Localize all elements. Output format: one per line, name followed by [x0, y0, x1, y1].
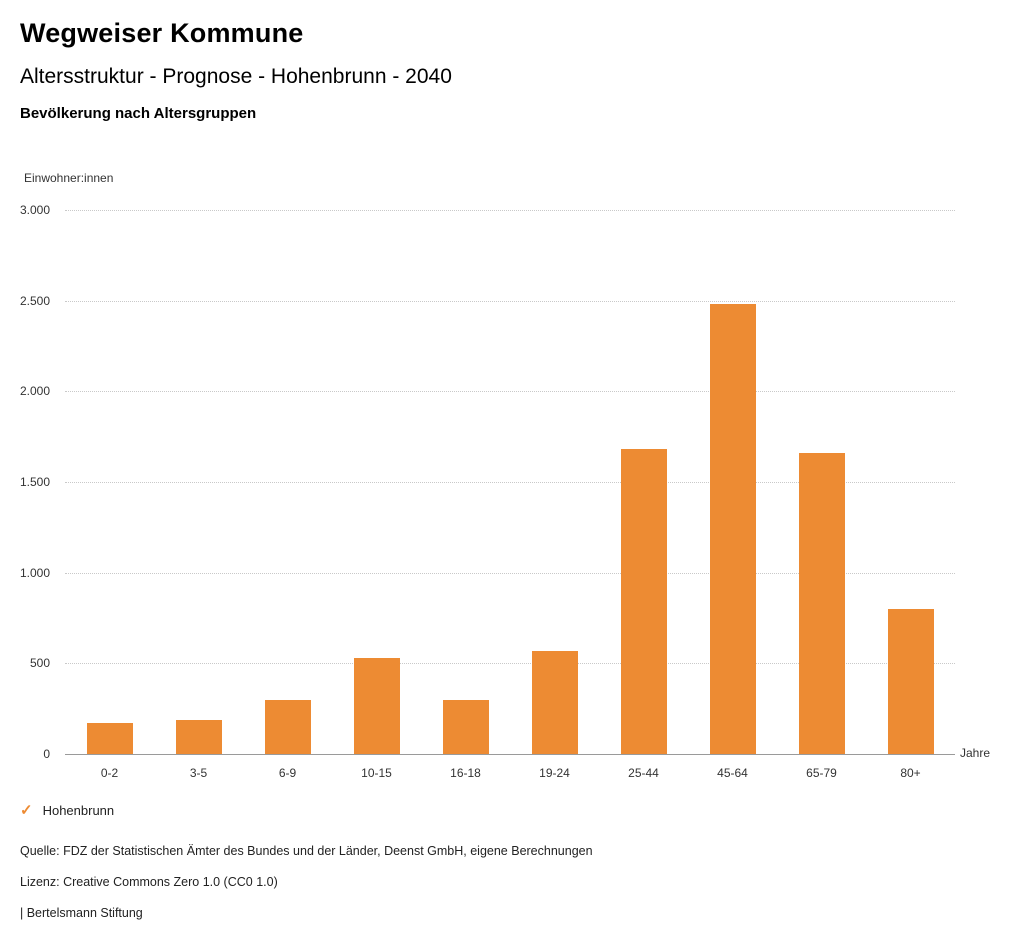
x-tick-label-0-2: 0-2	[100, 766, 119, 780]
bar-25-44[interactable]	[620, 449, 667, 754]
bar-19-24[interactable]	[531, 650, 578, 754]
bar-3-5[interactable]	[175, 719, 222, 754]
bar-10-15[interactable]	[353, 657, 400, 754]
bar-column-25-44	[599, 210, 688, 754]
x-tick-label-3-5: 3-5	[189, 766, 208, 780]
gridline-1.500	[65, 482, 955, 483]
y-tick-label-0: 0	[43, 747, 50, 761]
bar-column-80+	[866, 210, 955, 754]
y-tick-label-1.000: 1.000	[19, 565, 50, 580]
x-tick-label-6-9: 6-9	[278, 766, 297, 780]
gridline-2.500	[65, 300, 955, 302]
gridline-2.000	[65, 391, 955, 393]
gridline-500	[65, 663, 955, 665]
page-subtitle: Altersstruktur - Prognose - Hohenbrunn -…	[20, 65, 452, 88]
legend-item-hohenbrunn[interactable]: ✓ Hohenbrunn	[20, 803, 114, 818]
bar-column-10-15	[332, 210, 421, 754]
x-axis-line	[65, 754, 955, 755]
bar-column-0-2	[65, 210, 154, 754]
bar-80+[interactable]	[887, 608, 934, 754]
gridline-3.000	[65, 210, 955, 211]
attribution-text: | Bertelsmann Stiftung	[20, 906, 143, 920]
chart-heading: Bevölkerung nach Altersgruppen	[20, 105, 257, 122]
x-tick-label-16-18: 16-18	[450, 766, 481, 780]
bar-0-2[interactable]	[86, 723, 133, 754]
x-axis-title: Jahre	[960, 746, 991, 760]
bar-65-79[interactable]	[798, 453, 845, 754]
y-tick-label-1.500: 1.500	[19, 475, 50, 489]
y-tick-label-2.500: 2.500	[19, 293, 50, 308]
page-title: Wegweiser Kommune	[20, 18, 304, 48]
bar-column-65-79	[777, 210, 866, 754]
y-tick-label-3.000: 3.000	[19, 203, 50, 217]
bar-45-64[interactable]	[709, 304, 756, 754]
plot-area	[65, 210, 955, 755]
x-tick-label-25-44: 25-44	[628, 766, 659, 780]
x-tick-label-10-15: 10-15	[361, 766, 392, 780]
bar-column-45-64	[688, 210, 777, 754]
bar-column-3-5	[154, 210, 243, 754]
x-axis-labels: 0-2 3-5 6-9 10-15 16-18 19-24 25-44 45-64 65-79 8…	[65, 766, 955, 780]
y-axis-title: Einwohner:innen	[24, 171, 114, 185]
bar-16-18[interactable]	[442, 699, 489, 754]
gridline-1.000	[65, 572, 955, 574]
y-tick-label-2.000: 2.000	[19, 384, 50, 399]
bar-column-16-18	[421, 210, 510, 754]
x-tick-label-65-79: 65-79	[806, 766, 837, 780]
bar-column-19-24	[510, 210, 599, 754]
license-text: Lizenz: Creative Commons Zero 1.0 (CC0 1…	[20, 875, 278, 889]
x-tick-label-19-24: 19-24	[539, 766, 570, 780]
y-axis-ticks: 0 500 1.000 1.500 2.000 2.500 3.000	[0, 203, 56, 761]
bar-6-9[interactable]	[264, 699, 311, 754]
bars-container	[65, 210, 955, 754]
source-text: Quelle: FDZ der Statistischen Ämter des …	[20, 844, 593, 858]
bar-column-6-9	[243, 210, 332, 754]
y-tick-label-500: 500	[29, 656, 50, 671]
legend-label: Hohenbrunn	[42, 803, 115, 818]
legend-check-icon: ✓	[20, 802, 33, 819]
x-tick-label-45-64: 45-64	[717, 766, 748, 780]
x-tick-label-80+: 80+	[900, 766, 921, 780]
